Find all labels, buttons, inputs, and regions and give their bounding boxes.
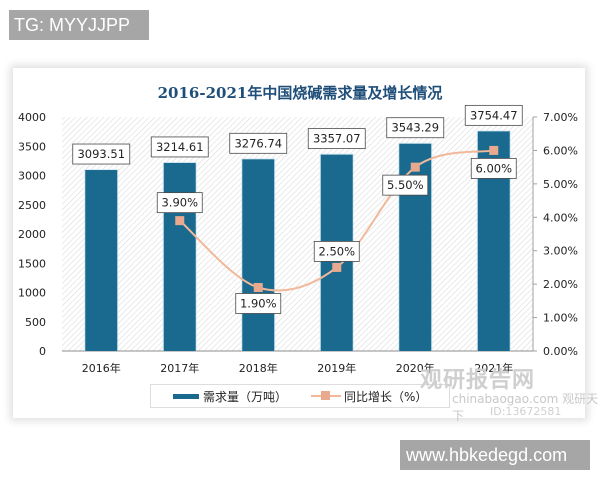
right-axis-tick: 3.00%	[543, 245, 578, 258]
growth-data-label-box	[235, 293, 282, 314]
growth-line-series: 3.90% 1.90% 2.50% 5.50% 6.00%	[156, 145, 517, 314]
bar-data-label: 3093.51	[77, 147, 125, 161]
left-axis-tick: 3000	[18, 170, 46, 183]
x-axis-category: 2019年	[317, 361, 356, 375]
demand-bar	[163, 162, 196, 351]
watermark-site: chinabaogao.com 观研天下	[452, 392, 599, 423]
watermark-id: ID:13672581	[490, 405, 562, 418]
bar-data-label: 3214.61	[156, 140, 204, 154]
growth-data-label-box	[156, 192, 203, 214]
bar-legend-label: 需求量（万吨）	[203, 389, 288, 404]
left-axis-tick: 1000	[18, 287, 46, 300]
right-axis-tick: 1.00%	[543, 312, 578, 325]
bottom-tag: www.hbkedegd.com	[400, 440, 590, 470]
right-axis-tick: 4.00%	[543, 211, 578, 224]
bar-data-label: 3276.74	[234, 136, 282, 150]
growth-data-label-box	[470, 158, 517, 179]
bar-data-label-box	[150, 136, 209, 158]
demand-bar	[85, 170, 118, 351]
right-axis-tick: 5.00%	[543, 178, 578, 191]
plot-area	[62, 117, 533, 351]
growth-marker	[175, 216, 185, 226]
growth-marker	[332, 262, 342, 272]
bar-data-label: 3543.29	[391, 121, 439, 135]
bar-data-label-box	[464, 104, 523, 126]
x-axis-category: 2018年	[239, 361, 278, 375]
right-axis-tick: 6.00%	[543, 144, 578, 157]
line-legend-swatch	[311, 390, 342, 402]
right-axis-tick: 2.00%	[543, 278, 578, 291]
left-axis-tick: 2500	[18, 199, 46, 212]
right-axis-tick: 7.00%	[543, 111, 578, 124]
growth-marker	[410, 162, 420, 172]
top-tag: TG: MYYJJPP	[9, 10, 149, 40]
left-axis-tick: 1500	[18, 257, 46, 270]
left-axis-tick: 0	[39, 345, 46, 358]
left-axis: 0 500 1000 1500 2000 2500 3000 3500 4000	[18, 111, 533, 358]
growth-data-label: 1.90%	[240, 296, 277, 310]
bar-data-label-box	[386, 117, 445, 139]
growth-data-label: 2.50%	[318, 244, 355, 258]
chart-legend: 需求量（万吨） 同比增长（%）	[150, 384, 450, 408]
watermark-logo: 观研报告网	[420, 368, 536, 393]
x-axis-categories: 2016年 2017年 2018年 2019年 2020年 2021年	[82, 361, 514, 375]
bar-data-label: 3754.47	[470, 108, 518, 122]
growth-data-label-box	[313, 241, 360, 262]
growth-marker	[489, 145, 499, 155]
x-axis-category: 2020年	[396, 361, 435, 375]
bar-data-label-box	[307, 128, 366, 150]
right-axis: 0.00% 1.00% 2.00% 3.00% 4.00% 5.00% 6.00% 7.00%	[532, 111, 578, 358]
left-axis-tick: 2000	[18, 228, 46, 241]
demand-bar	[242, 159, 275, 351]
left-axis-tick: 500	[25, 316, 46, 329]
chart-title: 2016-2021年中国烧碱需求量及增长情况	[157, 84, 443, 102]
growth-data-label-box	[382, 174, 429, 196]
bar-data-label-box	[72, 143, 131, 165]
x-axis-category: 2016年	[82, 361, 121, 375]
growth-marker	[253, 282, 263, 292]
bar-legend-swatch	[173, 393, 199, 399]
left-axis-tick: 4000	[18, 111, 46, 124]
x-axis-category: 2017年	[160, 361, 199, 375]
left-axis-tick: 3500	[18, 140, 46, 153]
growth-data-label: 3.90%	[161, 196, 198, 210]
growth-data-label: 5.50%	[387, 178, 424, 192]
bar-data-label-box	[229, 132, 288, 154]
line-legend-label: 同比增长（%）	[344, 389, 428, 404]
growth-data-label: 6.00%	[475, 161, 512, 175]
right-axis-tick: 0.00%	[543, 345, 578, 358]
bar-data-label: 3357.07	[313, 132, 361, 146]
x-axis-category: 2021年	[474, 361, 513, 375]
